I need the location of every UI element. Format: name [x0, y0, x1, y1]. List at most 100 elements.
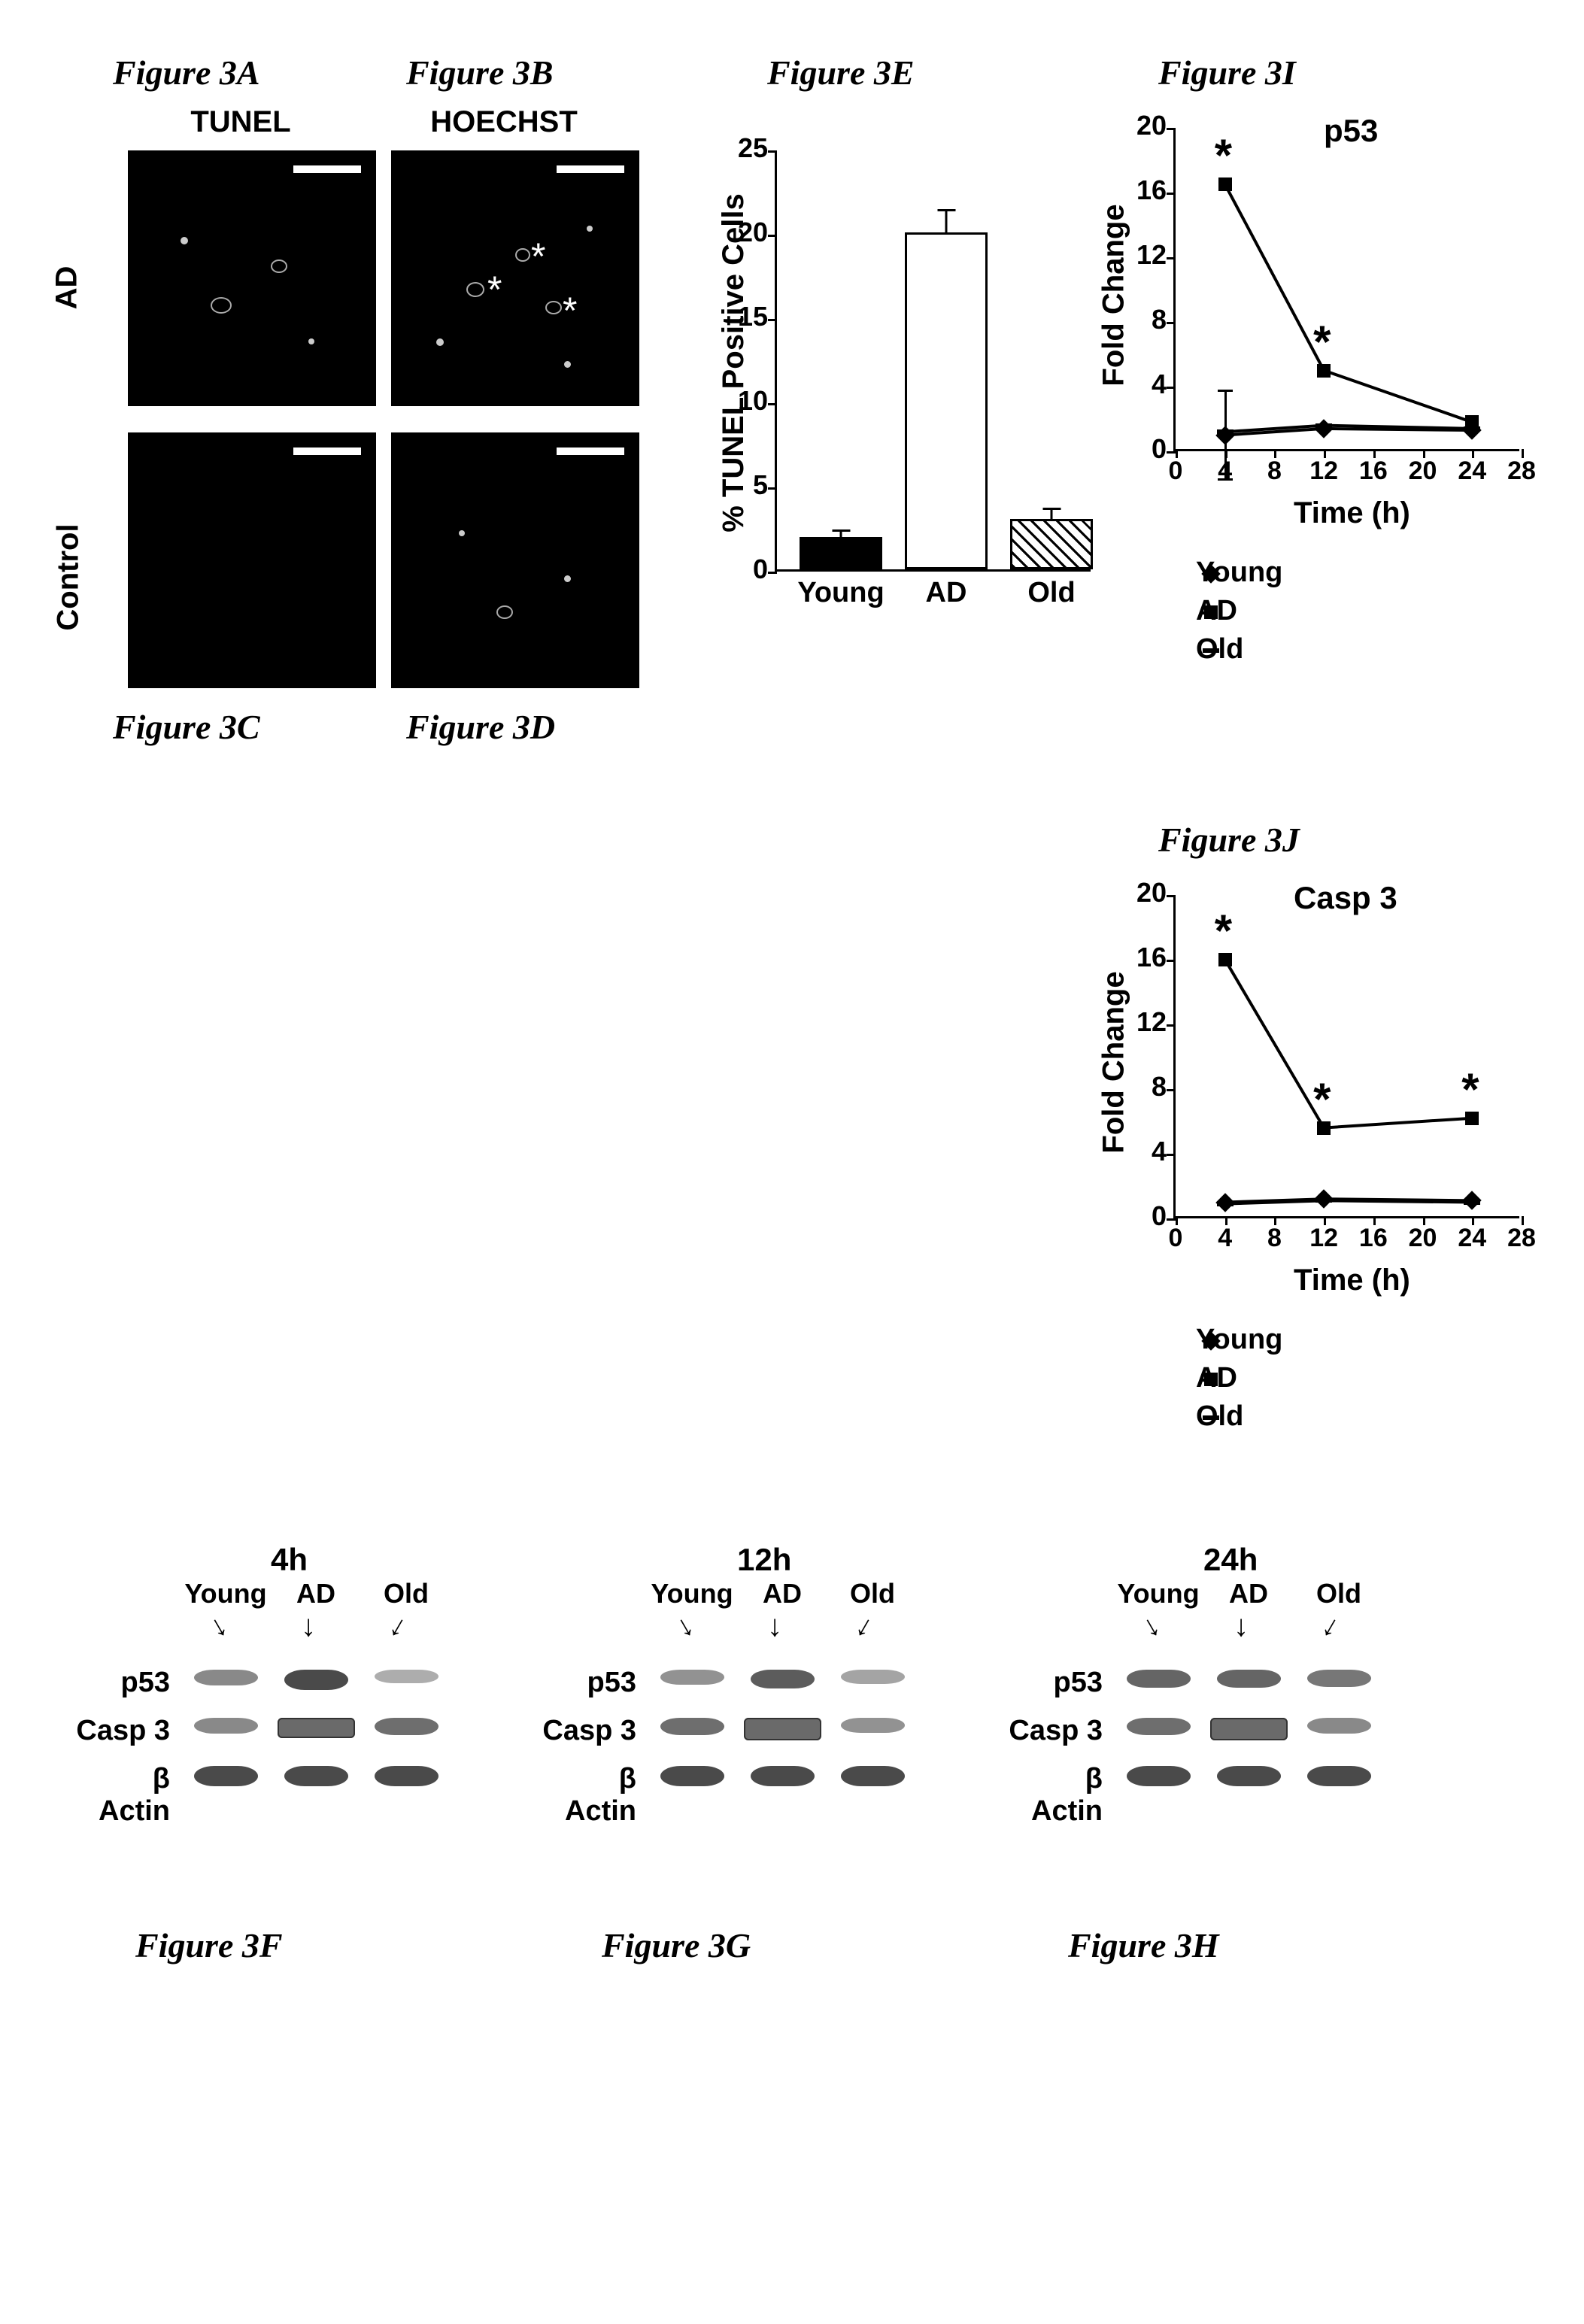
xtick-label: 8 [1267, 457, 1282, 486]
blot-band [751, 1670, 815, 1688]
blot-band [1127, 1766, 1191, 1786]
row-label-control: Control [52, 523, 86, 630]
blot-col-label: Old [827, 1578, 918, 1610]
xtick-label: AD [926, 577, 967, 609]
arrow-down-icon: ↓ [384, 1610, 412, 1643]
micrograph-hoechst-ad: * * * [391, 150, 639, 406]
ytick-label: 0 [753, 554, 768, 585]
legend-marker-icon [1203, 1415, 1219, 1420]
ytick-label: 16 [1136, 174, 1167, 206]
ytick-label: 20 [1136, 110, 1167, 141]
blot-band [660, 1718, 724, 1735]
ytick-label: 0 [1152, 1200, 1167, 1232]
blot-band [1307, 1766, 1371, 1786]
panel-label-C: Figure 3C [113, 707, 260, 747]
ytick-label: 12 [1136, 1006, 1167, 1038]
blot-band [841, 1670, 905, 1684]
blot-band [1217, 1670, 1281, 1688]
blot-band [1127, 1670, 1191, 1688]
ytick-label: 8 [1152, 304, 1167, 335]
xtick-label: 16 [1359, 457, 1388, 486]
legend-entry-ad: AD [1188, 1362, 1282, 1394]
arrow-down-icon: ↓ [204, 1610, 232, 1643]
significance-star: * [1215, 133, 1232, 178]
blot-row-label: Casp 3 [75, 1715, 170, 1747]
blot-band [744, 1718, 821, 1740]
blot-col-label: Old [1294, 1578, 1384, 1610]
ytick-label: 4 [1152, 1136, 1167, 1167]
col-header-hoechst: HOECHST [406, 105, 602, 139]
arrow-down-icon: ↓ [1136, 1610, 1164, 1643]
legend-marker-icon [1204, 1373, 1218, 1386]
legend-entry-old: Old [1188, 633, 1282, 666]
ytick-label: 8 [1152, 1071, 1167, 1103]
blot-band [375, 1670, 438, 1683]
blot-row-label: β Actin [1008, 1763, 1103, 1828]
linechart-casp3: Casp 3 Fold Change 048121620048121620242… [1173, 895, 1519, 1218]
legend-casp3: YoungADOld [1188, 1324, 1282, 1439]
linechart-p53-plot: 0481216200481216202428** [1173, 128, 1519, 451]
arrow-down-icon: ↓ [851, 1610, 878, 1643]
arrow-down-icon: ↓ [767, 1611, 782, 1641]
blot-band [841, 1718, 905, 1733]
blot-band [194, 1718, 258, 1734]
arrow-down-icon: ↓ [301, 1611, 316, 1641]
xtick-label: 20 [1409, 457, 1437, 486]
blot-band [841, 1766, 905, 1786]
linechart-p53-ylabel: Fold Change [1097, 204, 1131, 386]
linechart-p53-xlabel: Time (h) [1294, 496, 1410, 530]
xtick-label: 24 [1458, 1224, 1486, 1253]
scalebar-icon [293, 165, 361, 173]
significance-star: * [1313, 1077, 1331, 1122]
xtick-label: 4 [1218, 1224, 1232, 1253]
blot-row-label: Casp 3 [542, 1715, 636, 1747]
legend-entry-young: Young [1188, 557, 1282, 589]
ytick-label: 16 [1136, 942, 1167, 973]
micrograph-hoechst-control [391, 432, 639, 688]
legend-entry-old: Old [1188, 1400, 1282, 1433]
linechart-casp3-plot: 0481216200481216202428*** [1173, 895, 1519, 1218]
xtick-label: Young [797, 577, 884, 609]
blot-time-label: 4h [271, 1542, 308, 1578]
significance-star: * [1215, 909, 1232, 954]
ytick-label: 5 [753, 469, 768, 501]
blot-band [751, 1766, 815, 1786]
blot-row-label: β Actin [75, 1763, 170, 1828]
blot-band [660, 1670, 724, 1685]
micrograph-tunel-control [128, 432, 376, 688]
blot-col-label: Young [647, 1578, 737, 1610]
marker-old [1315, 1198, 1332, 1203]
linechart-p53: p53 Fold Change 0481216200481216202428**… [1173, 128, 1519, 451]
blot-row-label: β Actin [542, 1763, 636, 1828]
arrow-down-icon: ↓ [670, 1610, 698, 1643]
barchart-tunel: % TUNEL Positive Cells 0510152025YoungAD… [775, 150, 1091, 572]
blot-band [284, 1766, 348, 1786]
bar-old [1010, 519, 1093, 569]
scalebar-icon [557, 448, 624, 455]
panel-label-I: Figure 3I [1158, 53, 1296, 93]
blot-row-label: p53 [1008, 1667, 1103, 1699]
blot-band [375, 1718, 438, 1735]
micrograph-tunel-ad [128, 150, 376, 406]
xtick-label: 16 [1359, 1224, 1388, 1253]
marker-old [1464, 426, 1480, 431]
xtick-label: 28 [1507, 457, 1536, 486]
blot-band [194, 1766, 258, 1786]
blot-col-label: AD [737, 1578, 827, 1610]
blot-row-label: p53 [75, 1667, 170, 1699]
legend-entry-ad: AD [1188, 595, 1282, 627]
legend-marker-icon [1203, 648, 1219, 653]
xtick-label: 12 [1309, 1224, 1338, 1253]
blot-band [375, 1766, 438, 1786]
xtick-label: 20 [1409, 1224, 1437, 1253]
blot-col-label: Young [181, 1578, 271, 1610]
legend-p53: Young AD Old [1188, 557, 1282, 672]
arrow-down-icon: ↓ [1317, 1610, 1345, 1643]
scalebar-icon [557, 165, 624, 173]
significance-star: * [1461, 1067, 1479, 1112]
col-header-tunel: TUNEL [165, 105, 316, 139]
blot-band [1217, 1766, 1281, 1786]
blot-band [1307, 1718, 1371, 1734]
xtick-label: Old [1027, 577, 1075, 609]
blot-band [1127, 1718, 1191, 1735]
